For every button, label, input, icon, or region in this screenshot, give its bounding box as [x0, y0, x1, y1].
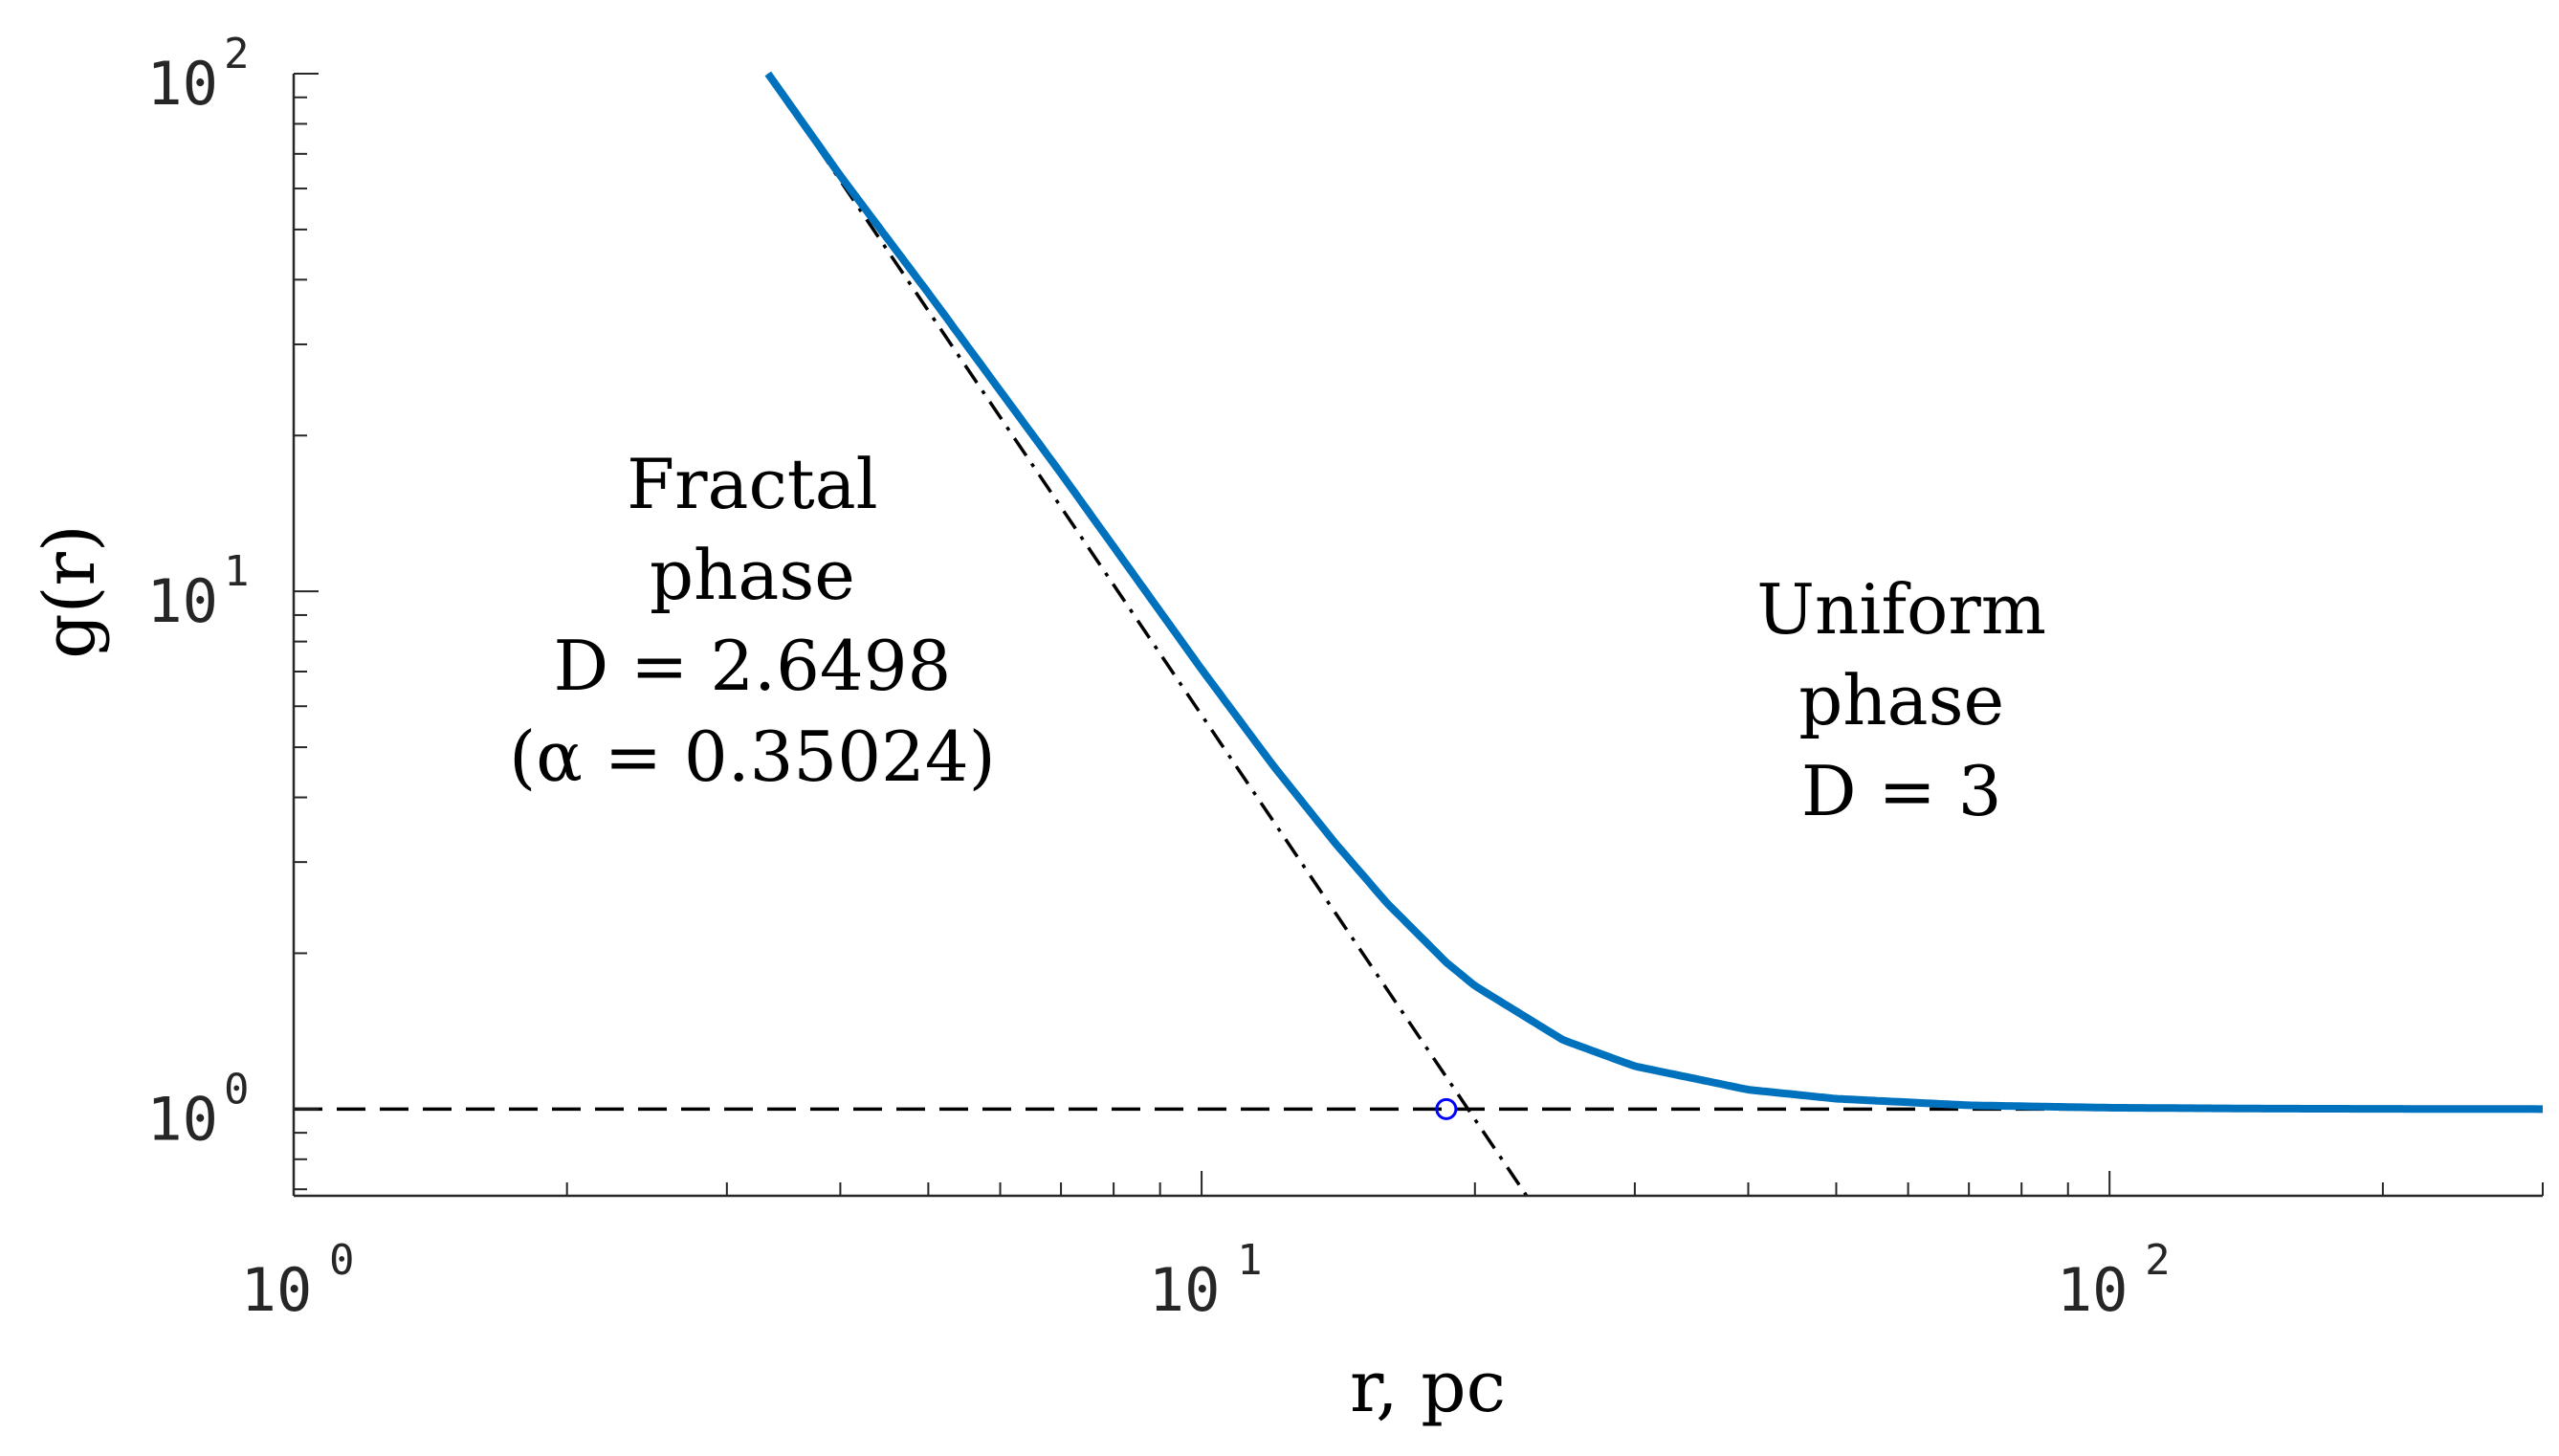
- annotation-0-line-0: Fractal: [627, 444, 878, 524]
- y-tick-exponent-2: 2: [224, 30, 250, 78]
- annotation-0-line-3: (α = 0.35024): [509, 717, 996, 797]
- annotation-1-line-0: Uniform: [1756, 569, 2046, 650]
- y-axis-label: g(r): [29, 524, 111, 658]
- axes: [292, 73, 2544, 1198]
- tick-labels: 10 0 10 1 10 210 010 110 2: [146, 30, 2170, 1325]
- x-tick-label-2: 10: [2057, 1255, 2129, 1325]
- annotation-1-line-2: D = 3: [1801, 751, 2002, 831]
- y-tick-exponent-1: 1: [224, 547, 250, 596]
- x-tick-exponent-1: 1: [1237, 1236, 1263, 1285]
- annotation-1-line-1: phase: [1798, 660, 2004, 740]
- plot-lines: [294, 71, 2543, 1196]
- series-fractal-power-law: [766, 73, 1529, 1196]
- x-tick-label-0: 10: [241, 1255, 313, 1325]
- y-tick-label-0: 10: [146, 1084, 218, 1154]
- annotations: Fractal phase D = 2.6498 (α = 0.35024) Unifo…: [509, 444, 2046, 831]
- annotation-0-line-2: D = 2.6498: [554, 626, 952, 706]
- x-axis-label: r, pc: [1350, 1346, 1506, 1428]
- x-tick-exponent-0: 0: [329, 1236, 355, 1285]
- y-tick-exponent-0: 0: [224, 1065, 250, 1114]
- y-tick-label-2: 10: [146, 49, 218, 119]
- series-main-curve: [764, 71, 2543, 1114]
- x-tick-label-1: 10: [1149, 1255, 1221, 1325]
- marker-0: [1435, 1097, 1458, 1120]
- annotation-0-line-1: phase: [650, 535, 855, 615]
- x-tick-exponent-2: 2: [2145, 1236, 2171, 1285]
- y-tick-label-1: 10: [146, 566, 218, 636]
- axis-labels: r, pc g(r): [29, 524, 1506, 1428]
